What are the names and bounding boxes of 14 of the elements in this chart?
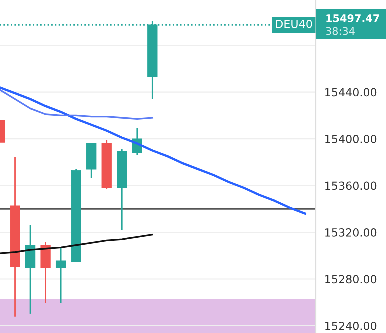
line-series bbox=[0, 86, 306, 215]
y-tick-label: 15320.00 bbox=[326, 228, 377, 237]
y-tick-label: 15280.00 bbox=[326, 275, 377, 284]
candlestick bbox=[56, 246, 66, 304]
candlestick bbox=[25, 224, 36, 315]
text: 38:34 bbox=[326, 27, 355, 36]
y-tick-label: 15440.00 bbox=[326, 88, 377, 97]
ref-line-label: DEU40 bbox=[276, 20, 312, 28]
candlestick bbox=[40, 241, 51, 304]
y-tick-label: 15400.00 bbox=[326, 135, 377, 144]
y-tick-label: 15240.00 bbox=[326, 322, 377, 330]
text: 15497.47 bbox=[326, 14, 380, 22]
y-tick-label: 15360.00 bbox=[326, 182, 377, 190]
line-series bbox=[0, 89, 154, 120]
